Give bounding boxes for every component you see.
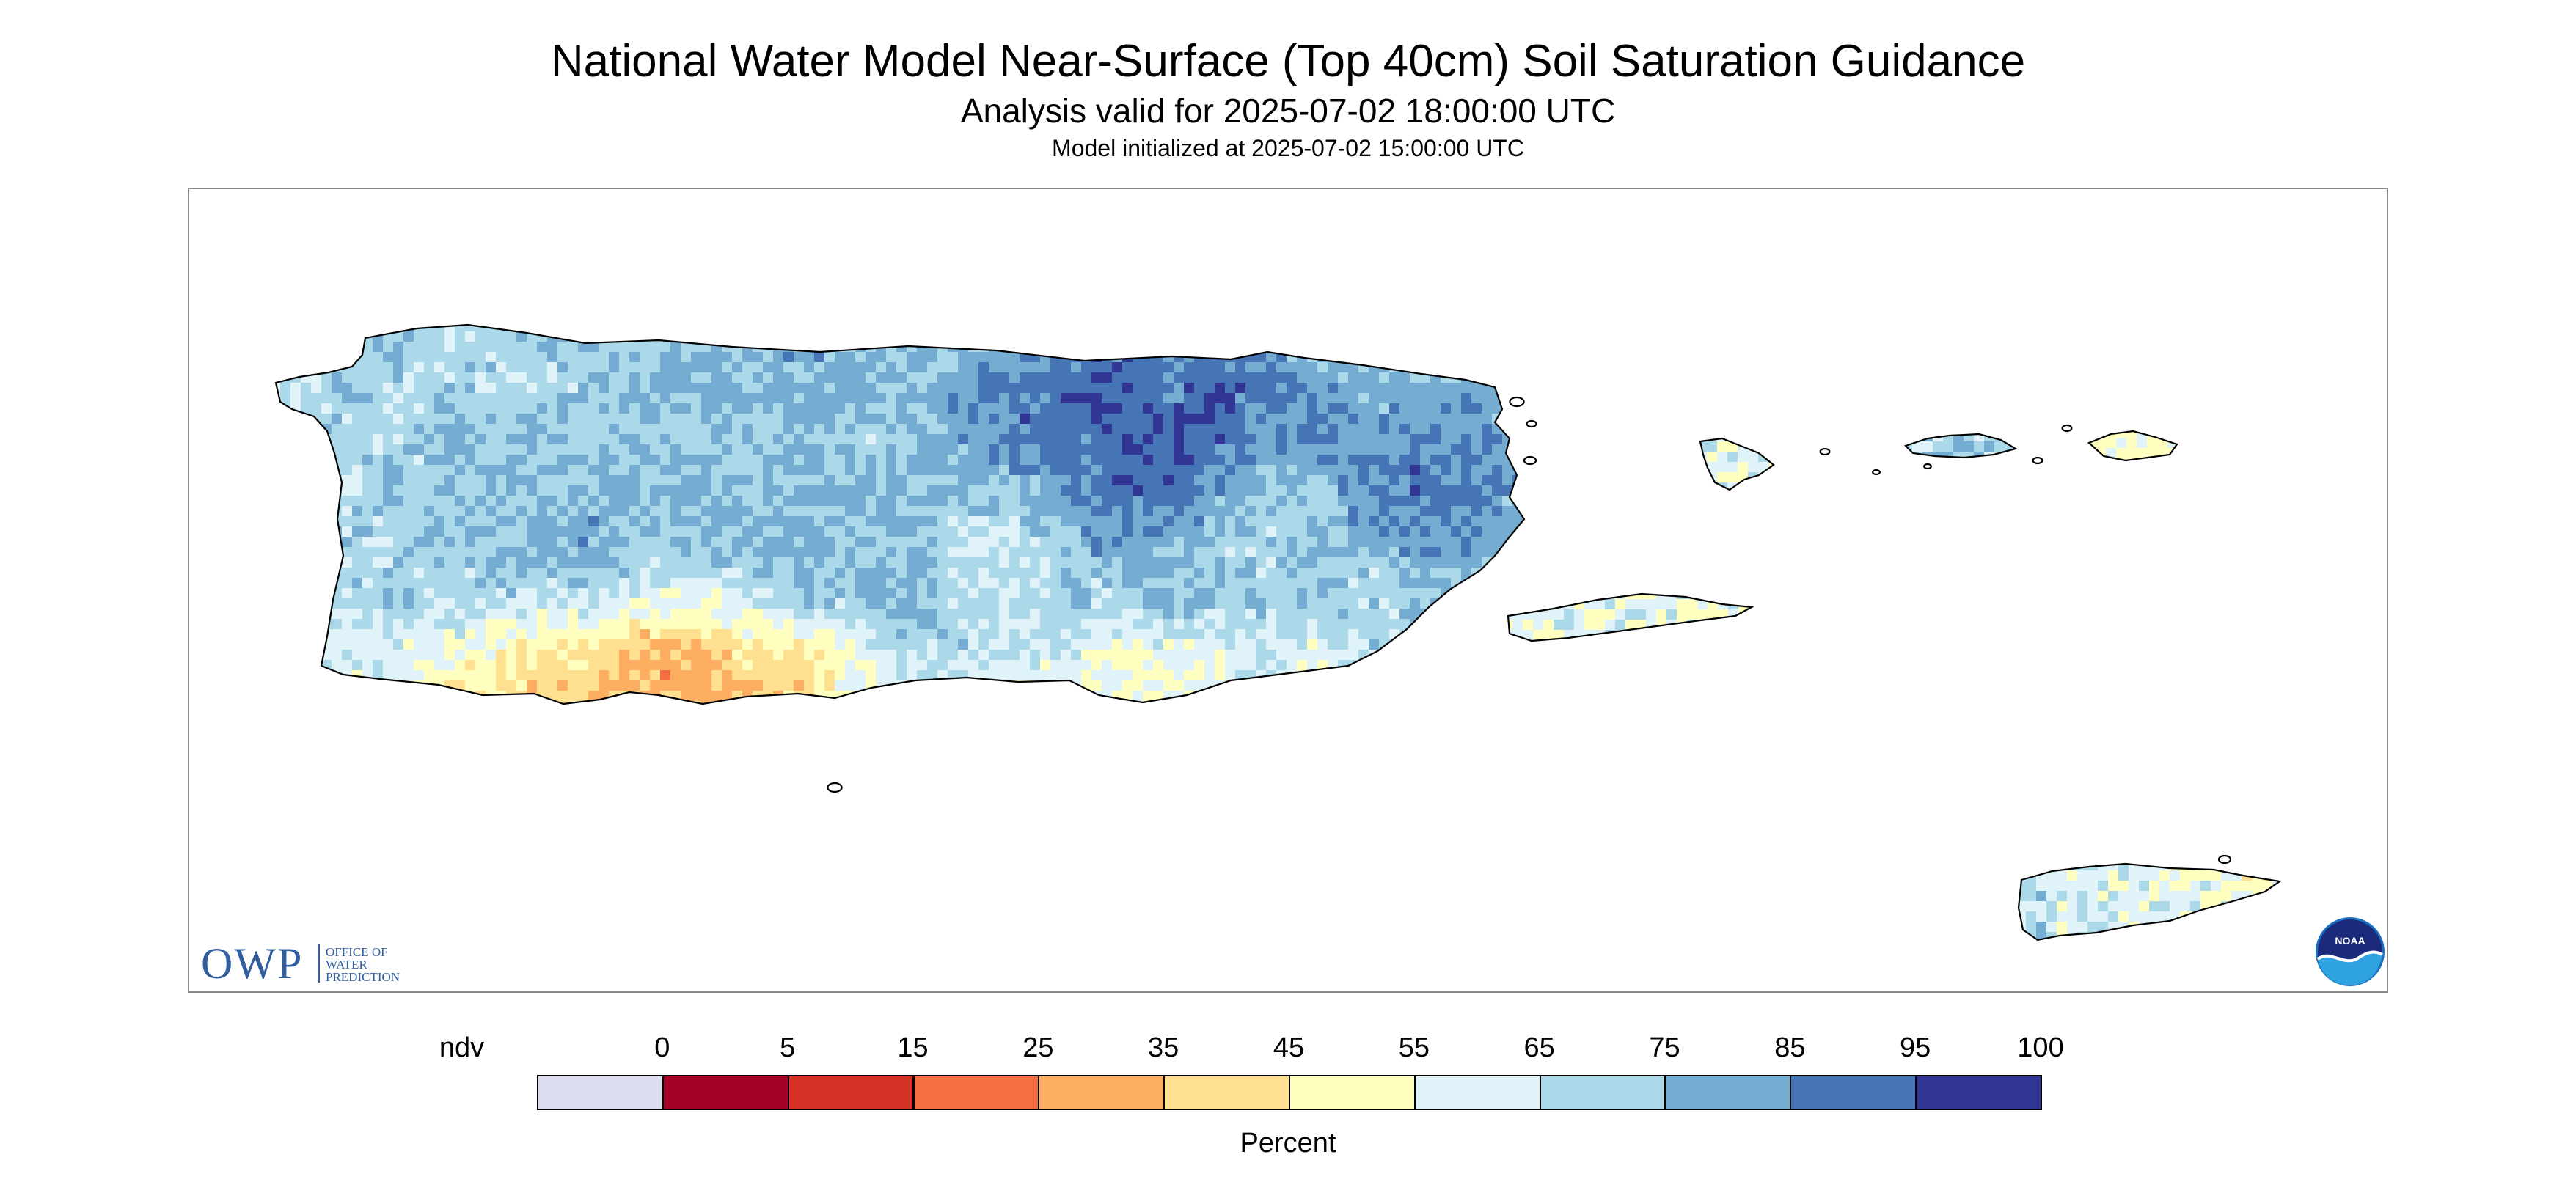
map-frame [188, 188, 2388, 993]
islet-outline [2217, 854, 2232, 865]
coastline-culebra [1699, 437, 1775, 491]
legend-swatch [1038, 1075, 1166, 1110]
islet-outline [827, 782, 843, 793]
legend-unit-label: Percent [1240, 1128, 1336, 1159]
coastline-pr [274, 323, 1526, 705]
islet-outline [2061, 424, 2073, 433]
islet-outline [1923, 463, 1932, 470]
islet-outline [1819, 447, 1831, 456]
owp-line-1: OFFICE OF [326, 945, 388, 959]
legend-tick-label: 25 [1022, 1032, 1054, 1063]
islet-outline [1526, 419, 1537, 428]
soil-saturation-map [274, 323, 2282, 941]
legend-tick-label: 5 [780, 1032, 796, 1063]
legend-tick-label: ndv [439, 1032, 485, 1063]
legend-swatch [662, 1075, 789, 1110]
legend-tick-label: 75 [1649, 1032, 1680, 1063]
model-init-text: Model initialized at 2025-07-02 15:00:00… [1052, 135, 1524, 161]
legend-swatch [1413, 1075, 1541, 1110]
islet-outline [2032, 456, 2043, 465]
map-title: National Water Model Near-Surface (Top 4… [550, 36, 2026, 87]
legend-tick-label: 65 [1523, 1032, 1555, 1063]
owp-line-3: PREDICTION [326, 970, 400, 984]
islet-outline [1872, 469, 1881, 476]
legend-tick-label: 95 [1900, 1032, 1931, 1063]
legend-swatch [537, 1075, 664, 1110]
noaa-logo-icon: NOAA [2316, 917, 2385, 986]
legend-swatch [1163, 1075, 1290, 1110]
legend-swatch [787, 1075, 915, 1110]
legend-swatch [912, 1075, 1040, 1110]
legend-swatch [1664, 1075, 1792, 1110]
coastline-vieques [1507, 592, 1754, 642]
legend-tick-label: 55 [1398, 1032, 1430, 1063]
legend-tick-label: 35 [1148, 1032, 1179, 1063]
legend-swatch [1289, 1075, 1416, 1110]
legend-swatch [1915, 1075, 2042, 1110]
islet-outline [1523, 455, 1537, 466]
legend-tick-label: 45 [1273, 1032, 1305, 1063]
coastline-stjohn [2087, 430, 2178, 462]
coastline-stthomas [1903, 433, 2018, 459]
islet-outline [1509, 396, 1525, 408]
legend-tick-label: 85 [1774, 1032, 1806, 1063]
legend-tick-label: 0 [654, 1032, 670, 1063]
legend-tick-label: 15 [897, 1032, 929, 1063]
owp-line-2: WATER [326, 958, 367, 972]
coastline-stcroix [2017, 862, 2282, 941]
legend-swatch [1539, 1075, 1666, 1110]
saturation-grid [276, 325, 2280, 940]
map-subtitle: Analysis valid for 2025-07-02 18:00:00 U… [960, 92, 1616, 130]
legend-tick-label: 100 [2017, 1032, 2064, 1063]
legend-swatch [1790, 1075, 1917, 1110]
coastline-outlines [274, 323, 2282, 941]
